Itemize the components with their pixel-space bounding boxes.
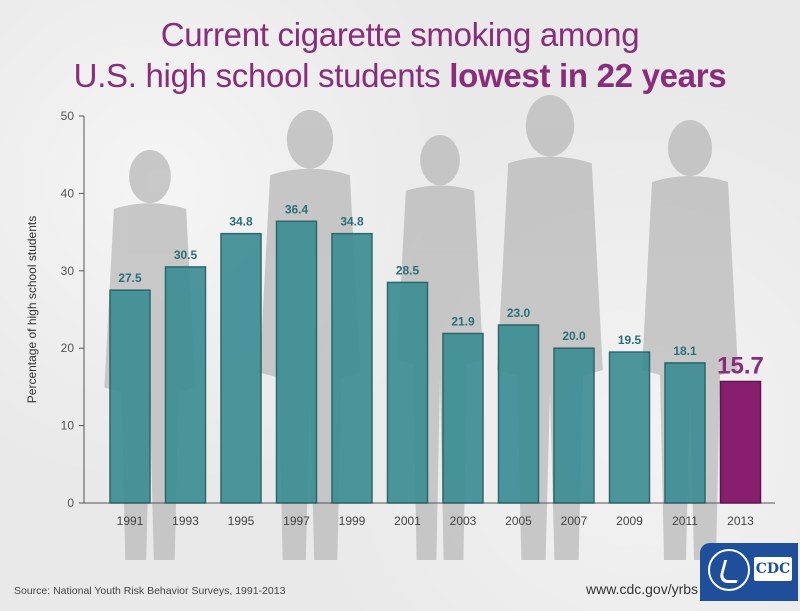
bar-1991 bbox=[109, 289, 151, 504]
cdc-logo: CDC bbox=[700, 543, 798, 601]
chart-value-labels: 1991 27.5 1993 30.5 1995 34.8 1997 36.4 1999 34.8… bbox=[117, 202, 764, 528]
chart-title-line-2: U.S. high school students lowest in 22 y… bbox=[73, 57, 727, 94]
y-tick-label: 0 bbox=[67, 496, 74, 510]
value-label-2007: 20.0 bbox=[562, 329, 586, 343]
value-label-1999: 34.8 bbox=[340, 215, 364, 229]
x-tick-label: 2009 bbox=[616, 514, 643, 528]
x-tick-label: 2011 bbox=[672, 514, 698, 528]
chart-axes: 0 10 20 30 40 50 Percentage of high school stu… bbox=[25, 109, 775, 510]
bar-2009 bbox=[608, 351, 651, 504]
y-axis-label: Percentage of high school students bbox=[25, 216, 39, 403]
bar-1999 bbox=[331, 232, 373, 504]
x-tick-label: 2013 bbox=[727, 514, 754, 528]
value-label-2001: 28.5 bbox=[396, 263, 420, 277]
chart-title-emphasis: lowest in 22 years bbox=[449, 57, 727, 94]
chart-title-line-1: Current cigarette smoking among bbox=[160, 16, 640, 53]
x-tick-label: 2007 bbox=[561, 514, 588, 528]
x-tick-label: 2001 bbox=[394, 514, 421, 528]
y-tick-label: 20 bbox=[61, 341, 75, 355]
bar-2003 bbox=[442, 332, 484, 504]
y-tick-label: 50 bbox=[61, 109, 75, 123]
bar-2013 bbox=[719, 380, 762, 504]
y-tick-label: 30 bbox=[61, 264, 75, 278]
value-label-1997: 36.4 bbox=[285, 202, 309, 216]
x-tick-label: 1999 bbox=[339, 514, 366, 528]
x-tick-label: 1995 bbox=[228, 514, 255, 528]
x-tick-label: 1997 bbox=[283, 514, 310, 528]
source-url: www.cdc.gov/yrbs bbox=[586, 581, 699, 597]
bar-2005 bbox=[497, 324, 540, 504]
value-label-2005: 23.0 bbox=[507, 306, 531, 320]
bar-1993 bbox=[164, 266, 207, 504]
y-tick-label: 40 bbox=[61, 186, 75, 200]
bar-1995 bbox=[220, 232, 262, 504]
value-label-2013: 15.7 bbox=[717, 352, 764, 379]
cdc-logo-text: CDC bbox=[754, 557, 792, 581]
x-tick-label: 2005 bbox=[505, 514, 532, 528]
chart-bars bbox=[109, 220, 762, 504]
bar-1997 bbox=[275, 220, 318, 504]
hhs-eagle-icon bbox=[708, 549, 750, 591]
x-tick-label: 1993 bbox=[172, 514, 199, 528]
y-tick-label: 10 bbox=[61, 419, 75, 433]
value-label-1993: 30.5 bbox=[174, 248, 198, 262]
x-tick-label: 1991 bbox=[117, 514, 144, 528]
bar-2001 bbox=[386, 281, 429, 504]
bar-2011 bbox=[664, 362, 706, 504]
x-tick-label: 2003 bbox=[450, 514, 477, 528]
value-label-1991: 27.5 bbox=[118, 271, 142, 285]
value-label-1995: 34.8 bbox=[229, 215, 253, 229]
value-label-2003: 21.9 bbox=[451, 314, 475, 328]
value-label-2009: 19.5 bbox=[618, 333, 642, 347]
bar-2007 bbox=[553, 347, 595, 504]
source-note: Source: National Youth Risk Behavior Sur… bbox=[14, 585, 286, 597]
value-label-2011: 18.1 bbox=[673, 344, 697, 358]
